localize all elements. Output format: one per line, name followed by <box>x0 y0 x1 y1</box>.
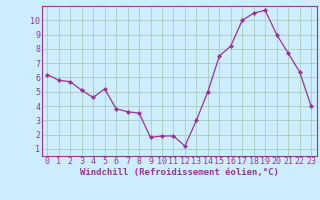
X-axis label: Windchill (Refroidissement éolien,°C): Windchill (Refroidissement éolien,°C) <box>80 168 279 177</box>
